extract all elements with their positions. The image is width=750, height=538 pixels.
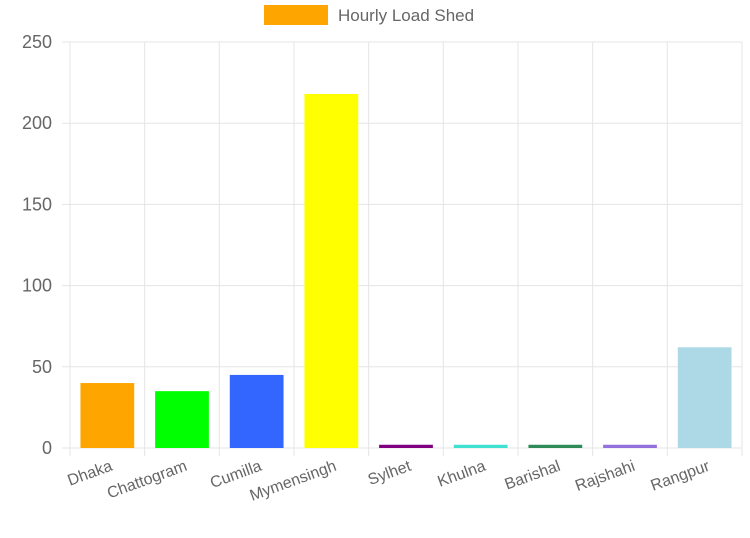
y-axis-ticks: 0 50 100 150 200 250 [22,32,52,458]
bar-chattogram[interactable] [155,391,209,448]
bar-rangpur[interactable] [677,347,732,448]
gridlines [62,41,743,456]
legend[interactable]: Hourly Load Shed [264,5,474,25]
y-tick-label: 50 [32,357,52,377]
y-tick-label: 0 [42,438,52,458]
bar-khulna[interactable] [453,444,508,448]
x-tick-label: Barishal [503,458,563,494]
x-tick-label: Mymensingh [248,458,339,505]
bar-mymensingh[interactable] [304,93,359,448]
x-tick-label: Rangpur [649,458,713,495]
y-tick-label: 250 [22,32,52,52]
x-tick-label: Sylhet [366,458,414,489]
y-tick-label: 100 [22,276,52,296]
legend-label[interactable]: Hourly Load Shed [338,6,474,25]
x-tick-label: Rajshahi [573,458,637,495]
y-tick-label: 150 [22,194,52,214]
bar-barishal[interactable] [528,444,583,448]
legend-swatch[interactable] [264,5,328,25]
bar-dhaka[interactable] [80,383,135,448]
bar-cumilla[interactable] [229,374,284,448]
bar-sylhet[interactable] [379,444,433,448]
x-tick-label: Khulna [435,458,488,491]
bars [80,93,732,448]
x-tick-label: Chattogram [105,458,189,503]
bar-rajshahi[interactable] [603,444,657,448]
y-tick-label: 200 [22,113,52,133]
